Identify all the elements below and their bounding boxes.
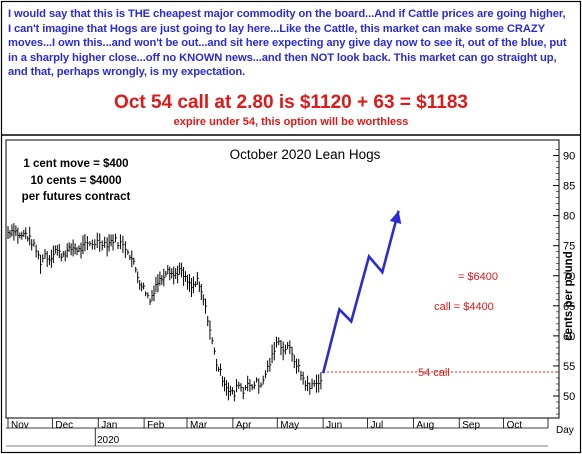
y-tick-label-85: 85 xyxy=(563,181,575,193)
y-tick-label-65: 65 xyxy=(563,301,575,313)
chart-title: October 2020 Lean Hogs xyxy=(230,147,381,162)
y-tick-label-50: 50 xyxy=(563,391,575,403)
x-tick-label-aug: Aug xyxy=(416,420,434,431)
projection-line xyxy=(321,210,400,374)
x-tick-label-dec: Dec xyxy=(55,420,73,431)
year-label: 2020 xyxy=(97,435,120,446)
x-tick-label-may: May xyxy=(280,420,299,431)
y-tick-label-60: 60 xyxy=(563,331,575,343)
option-headline: Oct 54 call at 2.80 is $1120 + 63 = $118… xyxy=(114,92,468,113)
y-tick-label-80: 80 xyxy=(563,211,575,223)
y-axis: 50 55 60 65 70 75 80 85 90 xyxy=(553,149,575,415)
y-tick-label-70: 70 xyxy=(563,271,575,283)
x-tick-label-apr: Apr xyxy=(236,420,252,431)
x-tick-label-jan: Jan xyxy=(101,420,117,431)
x-tick-label-sep: Sep xyxy=(462,420,480,431)
x-tick-label-mar: Mar xyxy=(190,420,208,431)
contract-note-2: 10 cents = $4000 xyxy=(30,175,121,187)
x-tick-label-oct: Oct xyxy=(507,420,523,431)
x-tick-label-nov: Nov xyxy=(11,420,29,431)
y-tick-label-55: 55 xyxy=(563,361,575,373)
x-unit-label: Day xyxy=(556,425,574,436)
projection-series xyxy=(321,210,402,374)
contract-note-3: per futures contract xyxy=(22,191,131,203)
annotation-lower: call = $4400 xyxy=(434,301,494,313)
x-axis: Nov Dec Jan Feb Mar Apr May Jun Jul Aug Sep Oct xyxy=(6,418,549,447)
commentary-text: I would say that this is THE cheapest ma… xyxy=(8,8,567,78)
plot-area xyxy=(5,139,560,419)
annotation-upper: = $6400 xyxy=(458,271,498,283)
contract-note-1: 1 cent move = $400 xyxy=(23,158,128,170)
option-subheadline: expire under 54, this option will be wor… xyxy=(173,116,409,128)
price-series xyxy=(7,223,323,402)
x-tick-label-feb: Feb xyxy=(147,420,165,431)
x-tick-label-jun: Jun xyxy=(326,420,342,431)
y-tick-label-75: 75 xyxy=(563,241,575,253)
strike-label: 54 call xyxy=(418,367,450,379)
projection-arrowhead xyxy=(389,210,402,224)
x-tick-label-jul: Jul xyxy=(371,420,384,431)
y-tick-label-90: 90 xyxy=(563,151,575,163)
y-axis-label: cents per pound xyxy=(563,251,575,340)
